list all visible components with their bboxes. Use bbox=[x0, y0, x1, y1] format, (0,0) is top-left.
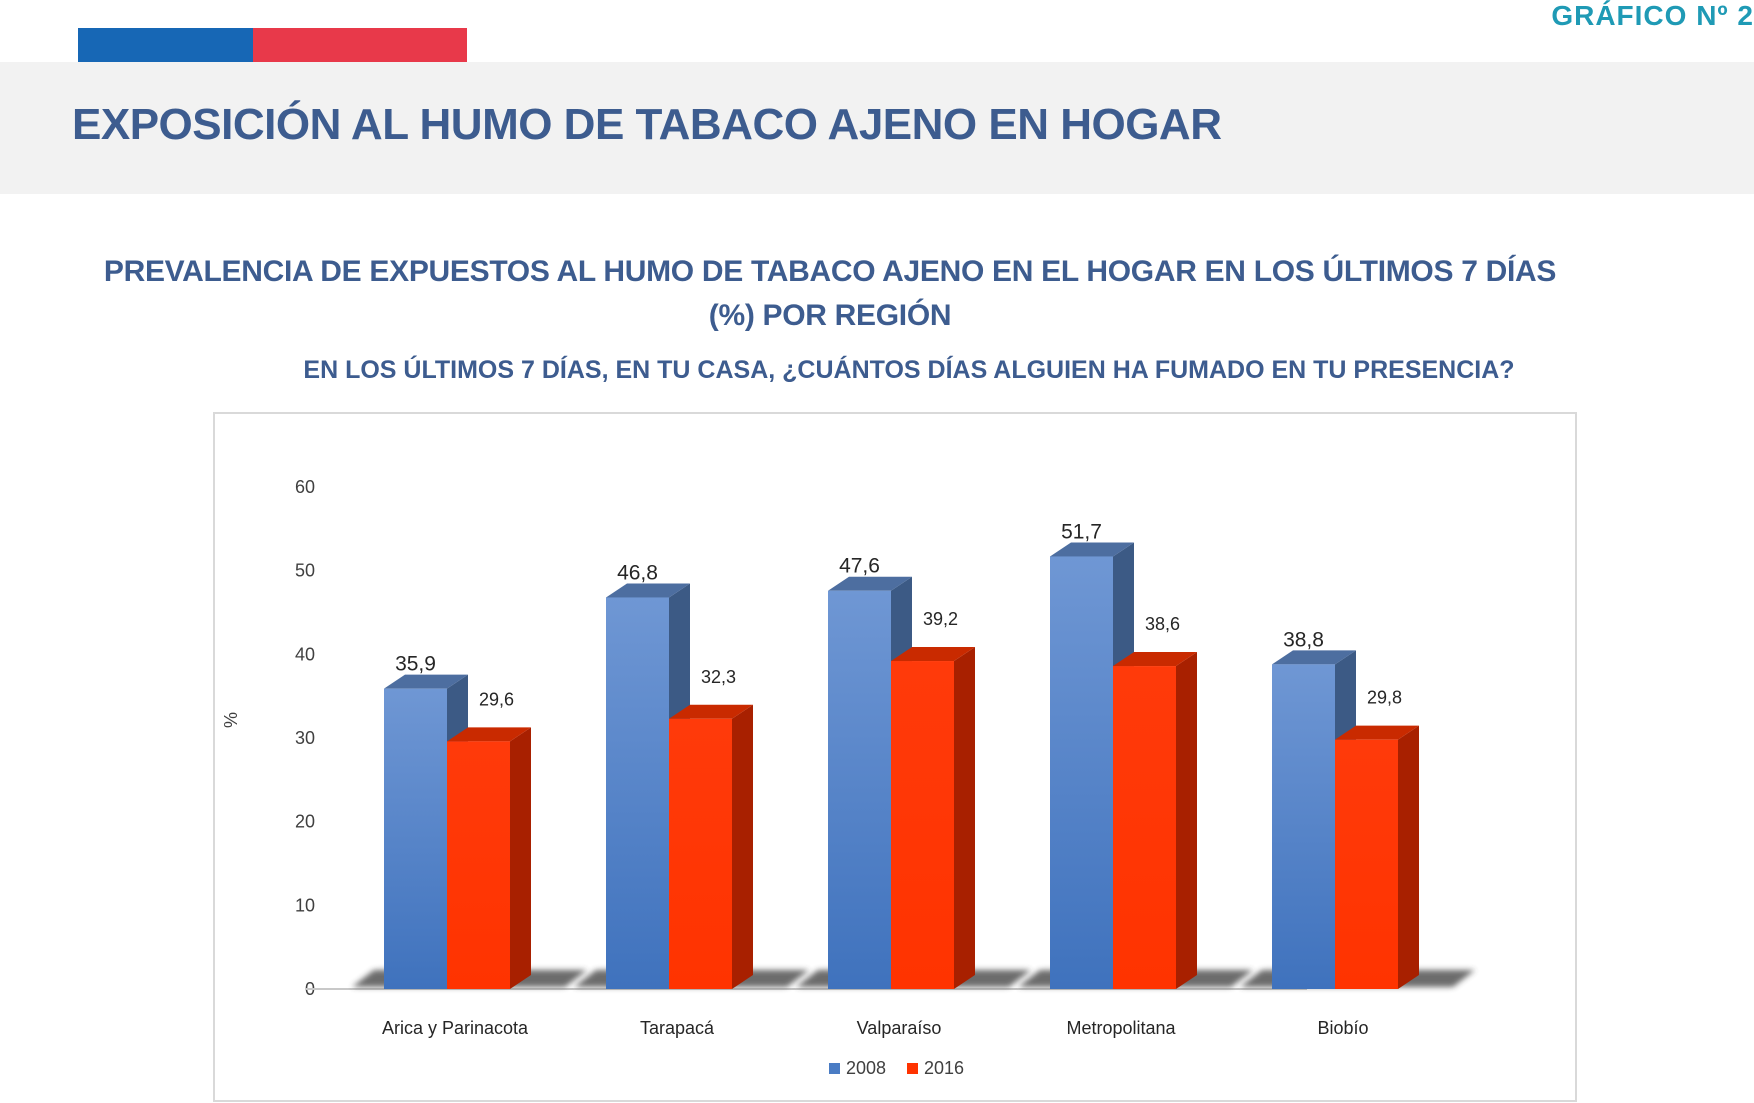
chart-subtitle-line1: PREVALENCIA DE EXPUESTOS AL HUMO DE TABA… bbox=[103, 255, 1557, 288]
legend-label-2016: 2016 bbox=[924, 1058, 964, 1078]
bar-valparaiso-2016-side bbox=[954, 647, 975, 989]
bar-arica-y-parinacota-2016-side bbox=[510, 727, 531, 989]
legend-swatch-2008 bbox=[829, 1063, 840, 1074]
bar-tarapaca-2008-front bbox=[606, 597, 669, 989]
y-axis-title: % bbox=[221, 712, 241, 728]
bar-valparaiso-2016-top bbox=[891, 647, 975, 662]
bar-tarapaca-2016-top bbox=[669, 704, 753, 719]
bar-tarapaca-2016 bbox=[669, 704, 753, 989]
y-tick-label: 50 bbox=[295, 561, 315, 581]
bar-arica-y-parinacota-2008-front bbox=[384, 688, 447, 989]
bar-valparaiso-2016-front bbox=[891, 661, 954, 989]
y-tick-label: 30 bbox=[295, 728, 315, 748]
bar-biobio-2008-front bbox=[1272, 664, 1335, 989]
bar-metropolitana-2008-front bbox=[1050, 556, 1113, 989]
bar-metropolitana-2016-side bbox=[1176, 652, 1197, 989]
data-label-biobio-2008: 38,8 bbox=[1283, 628, 1324, 651]
legend-label-2008: 2008 bbox=[846, 1058, 886, 1078]
page-title: EXPOSICIÓN AL HUMO DE TABACO AJENO EN HO… bbox=[72, 100, 1222, 149]
chart-frame: 0 10 20 30 40 50 60% 35,9 29,6 Arica y Parinacot… bbox=[213, 412, 1577, 1102]
chart-subtitle: PREVALENCIA DE EXPUESTOS AL HUMO DE TABA… bbox=[0, 250, 1660, 338]
title-band bbox=[0, 62, 1754, 194]
bar-biobio-2016-top bbox=[1335, 725, 1419, 740]
y-tick-label: 40 bbox=[295, 644, 315, 664]
bar-valparaiso-2008-front bbox=[828, 590, 891, 989]
flag-red-stripe bbox=[253, 28, 467, 62]
data-label-valparaiso-2016: 39,2 bbox=[923, 609, 958, 629]
flag-blue-stripe bbox=[78, 28, 253, 62]
x-tick-label: Metropolitana bbox=[1066, 1018, 1176, 1038]
bar-valparaiso-2016 bbox=[891, 647, 975, 989]
bar-biobio-2008-top bbox=[1272, 650, 1356, 665]
bar-tarapaca-2016-side bbox=[732, 704, 753, 989]
figure-label: GRÁFICO Nº 2 bbox=[1551, 0, 1754, 31]
y-tick-label: 60 bbox=[295, 477, 315, 497]
bar-biobio-2016 bbox=[1335, 725, 1419, 989]
bar-valparaiso-2008-top bbox=[828, 576, 912, 591]
bar-arica-y-parinacota-2016 bbox=[447, 727, 531, 989]
bar-arica-y-parinacota-2008-top bbox=[384, 674, 468, 689]
bar-tarapaca-2008-top bbox=[606, 583, 690, 598]
bar-biobio-2016-side bbox=[1398, 725, 1419, 989]
x-tick-label: Biobío bbox=[1317, 1018, 1368, 1038]
data-label-metropolitana-2008: 51,7 bbox=[1061, 520, 1102, 543]
data-label-arica-y-parinacota-2008: 35,9 bbox=[395, 653, 436, 676]
data-label-valparaiso-2008: 47,6 bbox=[839, 555, 880, 578]
bar-arica-y-parinacota-2016-top bbox=[447, 727, 531, 742]
x-tick-label: Arica y Parinacota bbox=[382, 1018, 529, 1038]
bar-tarapaca-2016-front bbox=[669, 718, 732, 989]
bar-metropolitana-2016-top bbox=[1113, 652, 1197, 667]
bar-arica-y-parinacota-2016-front bbox=[447, 741, 510, 989]
bar-metropolitana-2016-front bbox=[1113, 666, 1176, 989]
bar-metropolitana-2008-top bbox=[1050, 542, 1134, 557]
bar-metropolitana-2016 bbox=[1113, 652, 1197, 989]
x-tick-label: Valparaíso bbox=[857, 1018, 942, 1038]
y-tick-label: 20 bbox=[295, 812, 315, 832]
data-label-metropolitana-2016: 38,6 bbox=[1145, 614, 1180, 634]
x-tick-label: Tarapacá bbox=[640, 1018, 715, 1038]
data-label-tarapaca-2008: 46,8 bbox=[617, 561, 658, 584]
data-label-tarapaca-2016: 32,3 bbox=[701, 667, 736, 687]
survey-question: EN LOS ÚLTIMOS 7 DÍAS, EN TU CASA, ¿CUÁN… bbox=[303, 356, 1515, 384]
data-label-arica-y-parinacota-2016: 29,6 bbox=[479, 689, 514, 709]
legend-swatch-2016 bbox=[907, 1063, 918, 1074]
bar-biobio-2016-front bbox=[1335, 739, 1398, 989]
chart-subtitle-line2: (%) POR REGIÓN bbox=[708, 299, 952, 332]
y-tick-label: 10 bbox=[295, 895, 315, 915]
data-label-biobio-2016: 29,8 bbox=[1367, 688, 1402, 708]
